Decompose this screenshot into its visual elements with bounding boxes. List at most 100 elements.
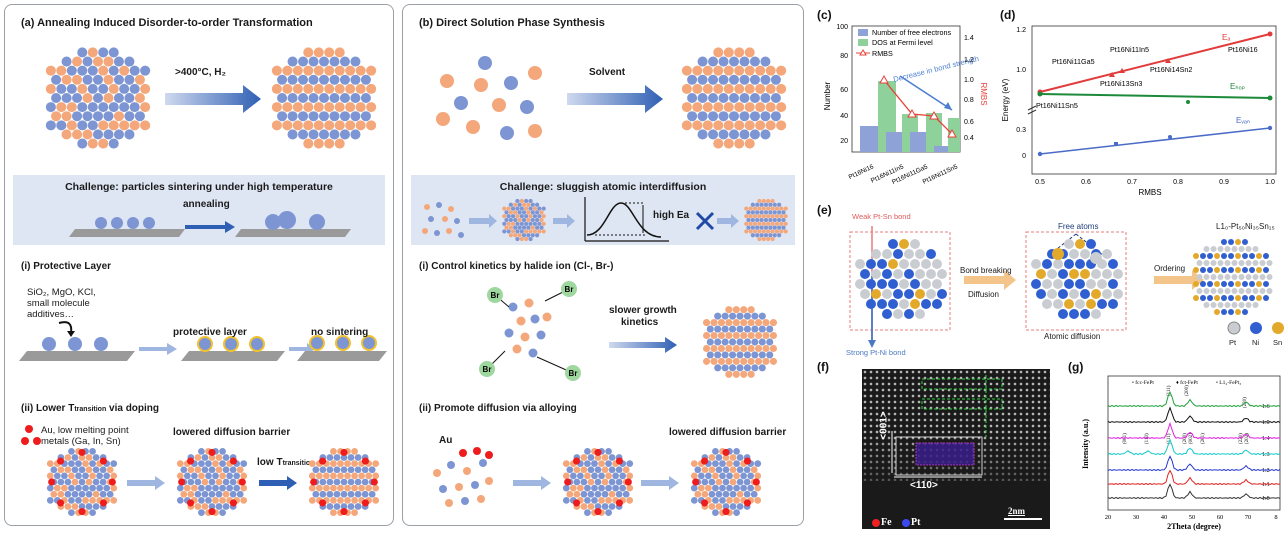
atom [703, 357, 711, 365]
additives-label-3: additives… [27, 309, 74, 320]
cluster-atom [888, 239, 898, 249]
atom [53, 472, 61, 480]
panel-d-label: (d) [1000, 8, 1016, 22]
atom [339, 56, 350, 67]
atom [515, 214, 520, 219]
atom [710, 357, 718, 365]
atom [354, 478, 362, 486]
atom [530, 314, 540, 324]
panel-e-label: (e) [817, 203, 832, 217]
cluster-atom [1047, 269, 1057, 279]
atom [61, 92, 72, 104]
ordered-atom [1238, 274, 1245, 280]
atom [743, 325, 751, 333]
legend-g-1: ♦ fct-FePt [1176, 379, 1198, 386]
cluster-atom [1064, 279, 1074, 289]
dopant-atom [615, 457, 624, 465]
cluster-atom [871, 289, 881, 299]
atom [108, 138, 119, 149]
atom [72, 92, 83, 104]
atom [119, 65, 130, 76]
atom [77, 47, 88, 58]
ordered-atom [1210, 274, 1217, 280]
atom [681, 65, 692, 76]
ylabel-c-left: Number [823, 81, 832, 110]
atom [344, 497, 351, 504]
atom [519, 206, 524, 211]
cluster-atom [1108, 279, 1118, 289]
atom [68, 447, 75, 455]
ordered-atom [1224, 302, 1231, 308]
atom [759, 217, 764, 223]
atom [326, 503, 334, 510]
atom [508, 302, 518, 312]
atom [334, 138, 345, 149]
atom [333, 466, 341, 474]
cluster-atom [904, 309, 914, 319]
atom [513, 202, 518, 207]
atom [770, 198, 775, 204]
atom [215, 454, 223, 461]
atom [715, 503, 723, 510]
atom [772, 233, 777, 238]
atom [82, 92, 93, 104]
atom [292, 102, 303, 113]
atom [754, 472, 762, 480]
atom [591, 484, 598, 492]
atom [530, 210, 535, 215]
atom [82, 129, 93, 140]
atom [324, 65, 335, 76]
doped-nanoparticle [46, 447, 118, 517]
atom [757, 221, 762, 226]
xrd-pattern-1:2 [1107, 455, 1281, 472]
atom [718, 111, 729, 122]
cluster-atom [1042, 279, 1052, 289]
atom [46, 472, 54, 480]
atom [751, 325, 759, 333]
atom [712, 509, 719, 517]
atom [358, 484, 366, 492]
xtick-g-0: 20 [1105, 514, 1112, 521]
atom [535, 217, 540, 223]
ordered-atom [1263, 267, 1269, 273]
cluster-atom [915, 249, 925, 259]
atom [92, 454, 100, 461]
atom [519, 229, 524, 234]
atom [194, 503, 202, 510]
atom [766, 338, 774, 346]
atom [759, 225, 764, 230]
atom [78, 478, 86, 486]
atom [372, 460, 380, 467]
atom [87, 47, 98, 58]
atom [308, 472, 316, 480]
target-nanoparticle-b [744, 198, 788, 242]
atom [368, 466, 376, 474]
atom [183, 484, 191, 492]
xtick-d-0: 0.5 [1035, 179, 1045, 186]
additives-label-2: small molecule [27, 298, 90, 309]
atom [725, 319, 733, 327]
atom [190, 472, 198, 480]
atom [461, 497, 469, 505]
atom [743, 490, 751, 498]
atom [205, 460, 212, 467]
atom [519, 236, 524, 242]
atom [751, 351, 759, 359]
atom [282, 120, 293, 131]
atom [736, 454, 744, 461]
cluster-atom [1053, 279, 1063, 289]
atom [537, 221, 542, 226]
atom [337, 472, 344, 480]
atom [229, 478, 237, 486]
atom [510, 214, 516, 219]
atom [71, 503, 79, 510]
atom [584, 497, 591, 504]
atom [694, 466, 702, 474]
atom [313, 102, 324, 113]
atom [690, 484, 698, 492]
atom [313, 83, 324, 94]
atom [723, 138, 734, 149]
atom [198, 509, 205, 517]
atom [760, 92, 771, 104]
atom [98, 65, 109, 76]
